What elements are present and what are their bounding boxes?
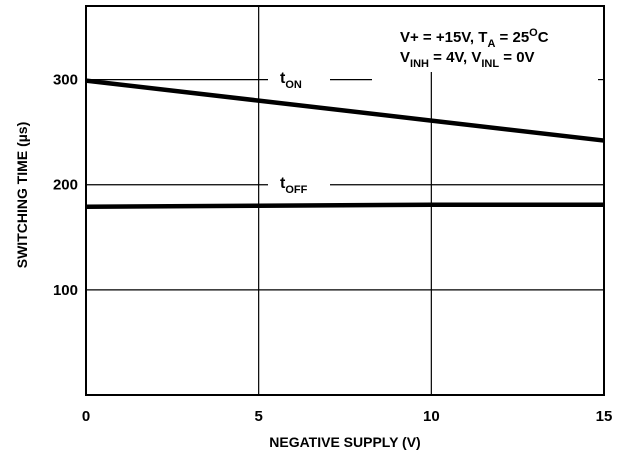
x-tick-label-15: 15 [596, 408, 613, 425]
series-label-toff: tOFF [280, 175, 308, 196]
y-axis-label: SWITCHING TIME (µs) [14, 122, 30, 269]
series-layer [85, 78, 605, 210]
x-tick-label-5: 5 [254, 408, 262, 425]
x-tick-label-0: 0 [82, 408, 90, 425]
x-axis-label: NEGATIVE SUPPLY (V) [269, 434, 420, 450]
grid [86, 6, 604, 395]
plot-frame [85, 5, 605, 396]
condition-line-1: V+ = +15V, TA = 25OC [400, 27, 549, 50]
series-line-toff [85, 202, 604, 210]
condition-line-2: VINH = 4V, VINL = 0V [400, 49, 535, 70]
y-tick-label-100: 100 [53, 282, 78, 299]
series-label-ton: tON [280, 70, 302, 91]
y-tick-label-200: 200 [53, 177, 78, 194]
y-tick-label-300: 300 [53, 72, 78, 89]
series-line-ton [85, 78, 605, 143]
x-tick-label-10: 10 [423, 408, 440, 425]
tick-labels: 0 5 10 15 100 200 300 [53, 72, 612, 425]
